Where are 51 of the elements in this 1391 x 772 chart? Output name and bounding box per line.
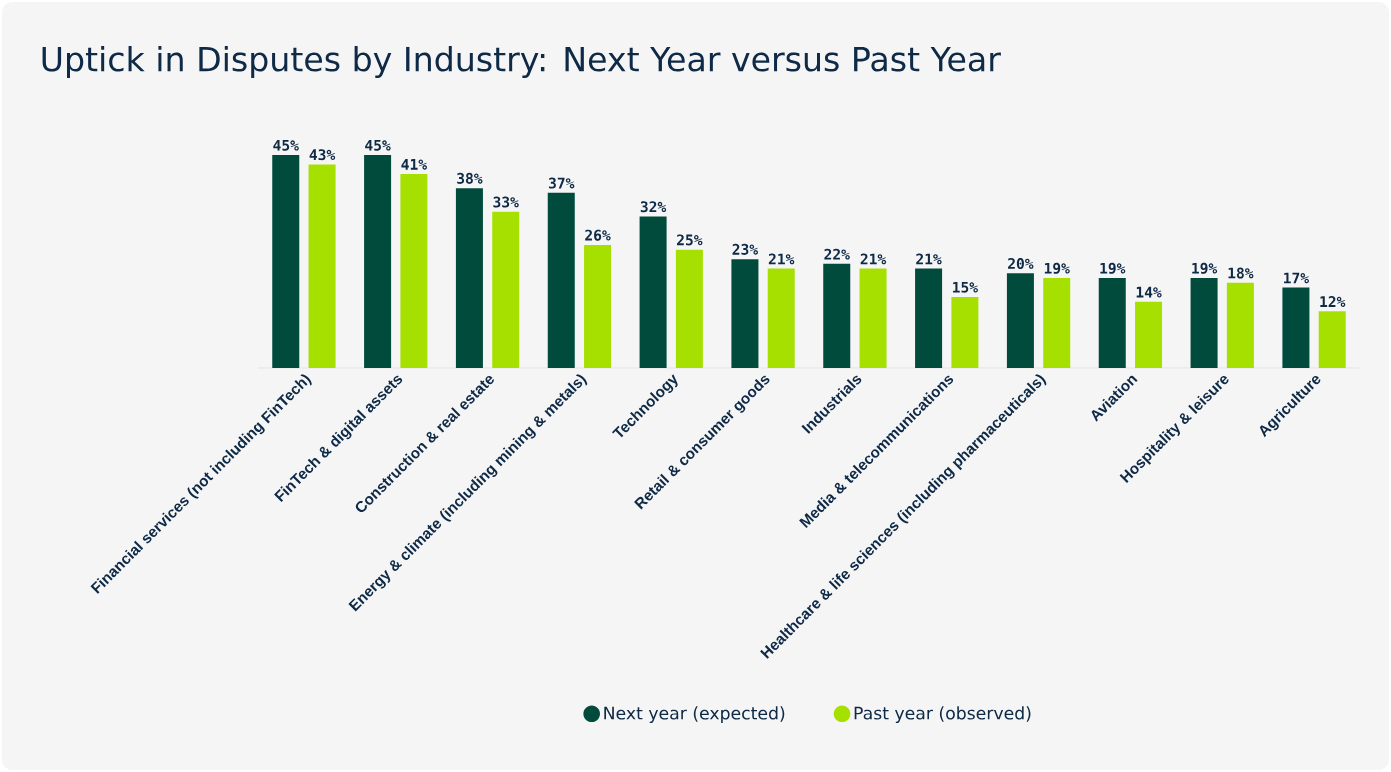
- data-label: 15%: [953, 281, 978, 293]
- data-label: 21%: [916, 253, 942, 265]
- bar: [308, 164, 336, 368]
- data-label: 43%: [309, 149, 336, 161]
- data-label: 33%: [493, 196, 519, 208]
- bar: [492, 211, 520, 368]
- bar: [915, 268, 943, 368]
- bar: [951, 297, 979, 368]
- data-label: 18%: [1228, 267, 1254, 279]
- bar: [364, 155, 392, 368]
- bar: [1006, 273, 1034, 368]
- data-label: 45%: [365, 139, 391, 151]
- legend-label: Next year (expected): [604, 706, 785, 723]
- bar: [1135, 301, 1163, 368]
- data-label: 45%: [273, 139, 299, 151]
- bar: [1318, 311, 1346, 368]
- bar: [584, 244, 612, 368]
- bar: [823, 263, 851, 368]
- data-label: 37%: [548, 177, 575, 189]
- data-label: 21%: [860, 253, 887, 265]
- bar: [859, 268, 887, 368]
- data-label: 17%: [1284, 272, 1309, 284]
- data-label: 12%: [1320, 296, 1346, 307]
- data-label: 19%: [1044, 262, 1070, 274]
- data-label: 20%: [1008, 258, 1034, 270]
- bar: [1282, 287, 1310, 368]
- data-label: 26%: [585, 229, 611, 241]
- data-label: 21%: [768, 253, 795, 265]
- bar: [639, 216, 667, 368]
- data-label: 23%: [732, 243, 758, 255]
- bar: [272, 155, 300, 368]
- data-label: 14%: [1136, 286, 1162, 298]
- bar: [675, 249, 703, 368]
- data-label: 38%: [457, 172, 483, 184]
- bar: [1043, 278, 1071, 368]
- bar: [1190, 278, 1218, 368]
- bar: [767, 268, 795, 368]
- data-label: 19%: [1100, 262, 1126, 274]
- bar: [1098, 278, 1126, 368]
- data-label: 19%: [1192, 262, 1218, 274]
- data-label: 41%: [401, 159, 427, 170]
- legend-label: Past year (observed): [854, 706, 1031, 723]
- bar: [547, 192, 575, 368]
- data-label: 32%: [640, 201, 667, 213]
- chart-title: Uptick in Disputes by Industry: Next Year versus Past Year: [42, 45, 1001, 79]
- data-label: 22%: [824, 248, 850, 260]
- bar: [400, 173, 428, 368]
- bar: [731, 259, 759, 368]
- data-label: 25%: [677, 234, 703, 246]
- bar: [455, 188, 483, 368]
- bar: [1226, 282, 1254, 368]
